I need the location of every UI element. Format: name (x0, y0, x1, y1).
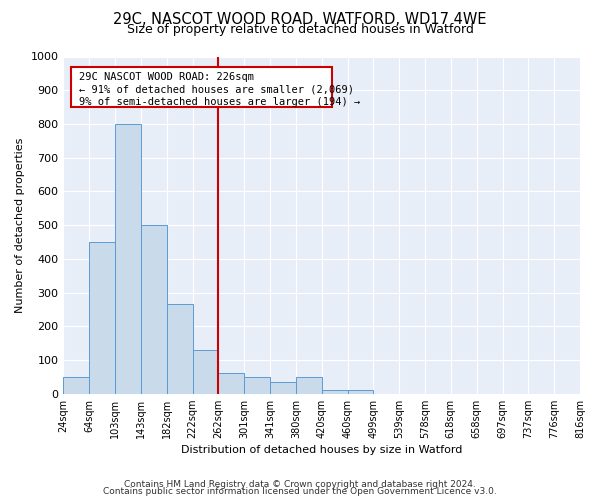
Text: Size of property relative to detached houses in Watford: Size of property relative to detached ho… (127, 22, 473, 36)
Bar (64, 377, 89, 394)
Text: 9% of semi-detached houses are larger (194) →: 9% of semi-detached houses are larger (1… (79, 96, 360, 106)
Bar (296, 377, 322, 394)
Y-axis label: Number of detached properties: Number of detached properties (15, 138, 25, 313)
Text: ← 91% of detached houses are smaller (2,069): ← 91% of detached houses are smaller (2,… (79, 84, 354, 94)
Bar (347, 390, 373, 394)
Bar (244, 377, 270, 394)
Bar (193, 350, 218, 394)
Text: Contains public sector information licensed under the Open Government Licence v3: Contains public sector information licen… (103, 488, 497, 496)
Bar (270, 382, 296, 394)
Text: Contains HM Land Registry data © Crown copyright and database right 2024.: Contains HM Land Registry data © Crown c… (124, 480, 476, 489)
Bar (218, 374, 244, 394)
Bar (141, 225, 167, 394)
Bar (167, 304, 193, 394)
FancyBboxPatch shape (71, 66, 332, 107)
Text: 29C, NASCOT WOOD ROAD, WATFORD, WD17 4WE: 29C, NASCOT WOOD ROAD, WATFORD, WD17 4WE (113, 12, 487, 28)
Bar (89, 242, 115, 394)
Bar (115, 124, 141, 394)
X-axis label: Distribution of detached houses by size in Watford: Distribution of detached houses by size … (181, 445, 463, 455)
Bar (322, 390, 347, 394)
Text: 29C NASCOT WOOD ROAD: 226sqm: 29C NASCOT WOOD ROAD: 226sqm (79, 72, 254, 82)
